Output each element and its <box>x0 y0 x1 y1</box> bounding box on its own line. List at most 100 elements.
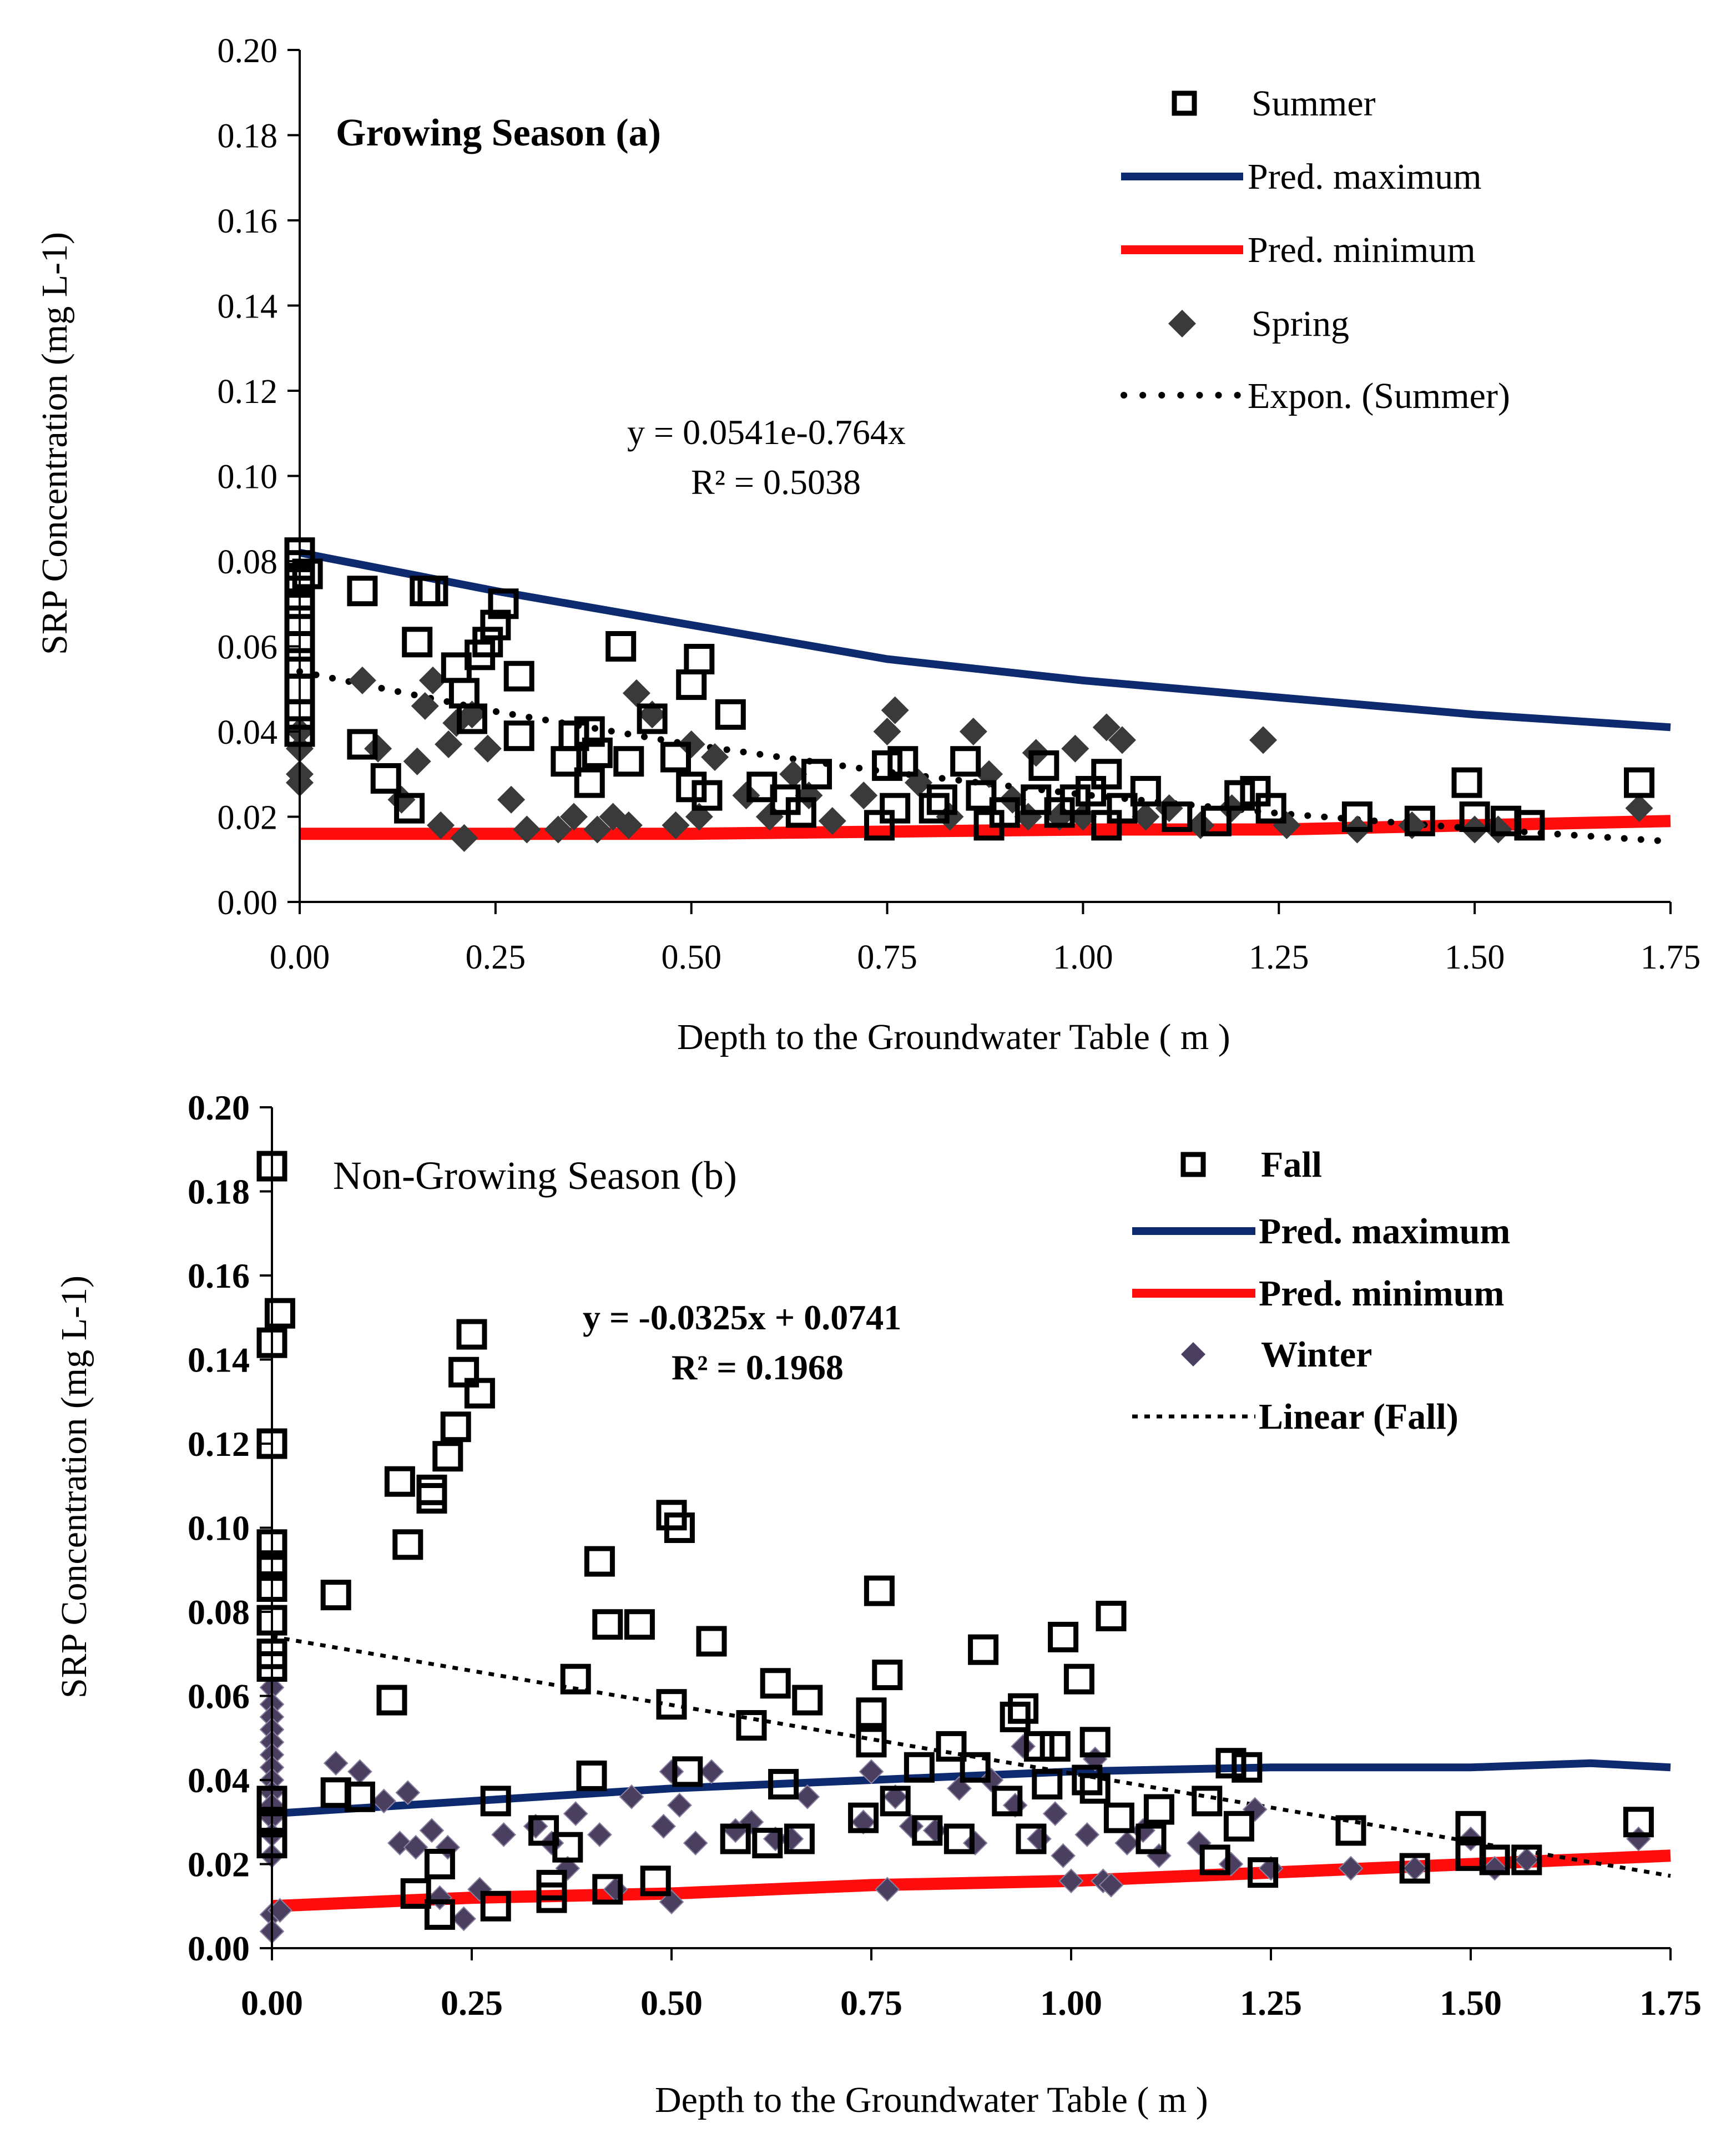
point-winter <box>323 1751 349 1776</box>
point-winter <box>451 1906 477 1932</box>
point-winter <box>1074 1822 1100 1847</box>
point-summer <box>472 627 503 658</box>
point-fall <box>856 1697 887 1728</box>
point-fall <box>320 1580 351 1611</box>
point-fall <box>624 1609 655 1640</box>
point-fall <box>784 1823 815 1854</box>
y-tick-label-b: 0.04 <box>188 1761 250 1800</box>
point-fall <box>1399 1853 1430 1884</box>
point-spring <box>513 815 541 844</box>
point-fall <box>1192 1786 1223 1817</box>
point-spring <box>1273 811 1301 839</box>
point-fall <box>1623 1807 1654 1838</box>
point-fall <box>592 1609 623 1640</box>
point-fall <box>440 1411 471 1443</box>
point-summer <box>1162 801 1193 832</box>
legend-label-expon-summer: Expon. (Summer) <box>1248 376 1510 416</box>
legend-marker-spring <box>1168 310 1196 337</box>
point-summer <box>950 746 981 777</box>
point-summer <box>1224 780 1255 811</box>
y-tick-label-b: 0.12 <box>188 1424 250 1464</box>
point-fall <box>592 1874 623 1905</box>
point-winter <box>387 1831 412 1856</box>
point-summer <box>1514 810 1545 841</box>
series-lines-b <box>271 1635 1671 1913</box>
trendline-r-squared-summer: R² = 0.5038 <box>691 462 861 502</box>
point-winter <box>875 1877 900 1902</box>
point-summer <box>1107 793 1138 824</box>
point-summer <box>417 576 448 607</box>
point-winter <box>347 1759 372 1784</box>
point-summer <box>503 660 534 692</box>
line-pred-maximum <box>299 548 1671 732</box>
point-winter <box>1186 1831 1212 1856</box>
y-tick-label: 0.04 <box>218 714 278 752</box>
x-tick-label: 1.50 <box>1445 939 1505 976</box>
y-tick-label-b: 0.02 <box>188 1845 250 1884</box>
point-spring <box>779 760 808 788</box>
point-summer <box>684 644 715 675</box>
point-winter <box>1218 1852 1244 1877</box>
x-tick-label: 0.75 <box>857 939 917 976</box>
point-summer <box>347 576 378 607</box>
point-fall <box>640 1865 671 1897</box>
point-spring <box>1108 726 1136 754</box>
point-winter <box>859 1759 884 1784</box>
series-spring <box>286 666 1653 852</box>
point-fall <box>480 1786 511 1817</box>
trendline-equation-fall: y = -0.0325x + 0.0741 <box>583 1298 901 1337</box>
point-spring <box>1092 713 1121 742</box>
point-summer <box>613 746 644 777</box>
point-winter <box>1098 1872 1124 1898</box>
point-fall <box>344 1781 375 1812</box>
point-fall <box>400 1878 431 1909</box>
point-summer <box>1130 775 1161 806</box>
point-winter <box>1042 1801 1068 1827</box>
point-summer <box>966 780 997 811</box>
x-tick-label-b: 1.75 <box>1639 1983 1702 2023</box>
point-fall <box>912 1815 943 1846</box>
point-summer <box>1624 767 1655 798</box>
point-fall <box>696 1626 727 1657</box>
trendline-equation-summer: y = 0.0541e-0.764x <box>627 412 906 452</box>
point-summer <box>1059 784 1091 815</box>
chart-growing-season: 0.00 0.02 0.04 0.06 0.08 0.10 0.12 0.14 0.16 0.18… <box>34 32 1700 1057</box>
point-winter <box>419 1818 445 1843</box>
point-summer <box>1076 775 1107 806</box>
y-axis-label-non-growing-season: SRP Concentration (mg L-1) <box>54 1275 94 1698</box>
point-fall <box>536 1882 567 1913</box>
point-winter <box>371 1788 397 1814</box>
point-fall <box>1048 1621 1079 1652</box>
chart-title-growing-season: Growing Season (a) <box>336 112 661 154</box>
point-fall <box>848 1802 879 1833</box>
point-summer <box>660 742 691 773</box>
trendline-r-squared-fall: R² = 0.1968 <box>672 1348 844 1387</box>
point-fall <box>376 1685 407 1716</box>
point-summer <box>574 716 605 747</box>
point-fall <box>416 1483 447 1514</box>
x-tick-label: 1.00 <box>1053 939 1113 976</box>
legend-label-spring: Spring <box>1251 304 1349 344</box>
point-fall <box>416 1474 447 1505</box>
legend-label-linear-fall: Linear (Fall) <box>1259 1396 1459 1437</box>
point-spring <box>544 815 572 844</box>
axes-non-growing-season: 0.00 0.02 0.04 0.06 0.08 0.10 0.12 0.14 0.16 0.18… <box>188 1088 1702 2023</box>
point-fall <box>1079 1773 1111 1804</box>
point-fall <box>424 1899 455 1930</box>
point-fall <box>464 1378 495 1409</box>
point-fall <box>672 1756 703 1787</box>
point-summer <box>989 797 1020 828</box>
point-fall <box>1079 1727 1111 1758</box>
legend-marker-fall <box>1180 1152 1206 1177</box>
point-spring <box>1061 734 1089 763</box>
point-fall <box>1455 1811 1486 1842</box>
point-winter <box>962 1831 988 1856</box>
legend-marker-winter <box>1181 1342 1205 1367</box>
legend-label-pred-maximum: Pred. maximum <box>1248 157 1482 197</box>
point-winter <box>435 1834 461 1860</box>
x-tick-label-b: 1.50 <box>1440 1983 1502 2023</box>
y-tick-label: 0.20 <box>218 32 278 70</box>
point-fall <box>1008 1693 1039 1724</box>
point-summer <box>488 588 519 619</box>
point-spring <box>622 679 650 707</box>
